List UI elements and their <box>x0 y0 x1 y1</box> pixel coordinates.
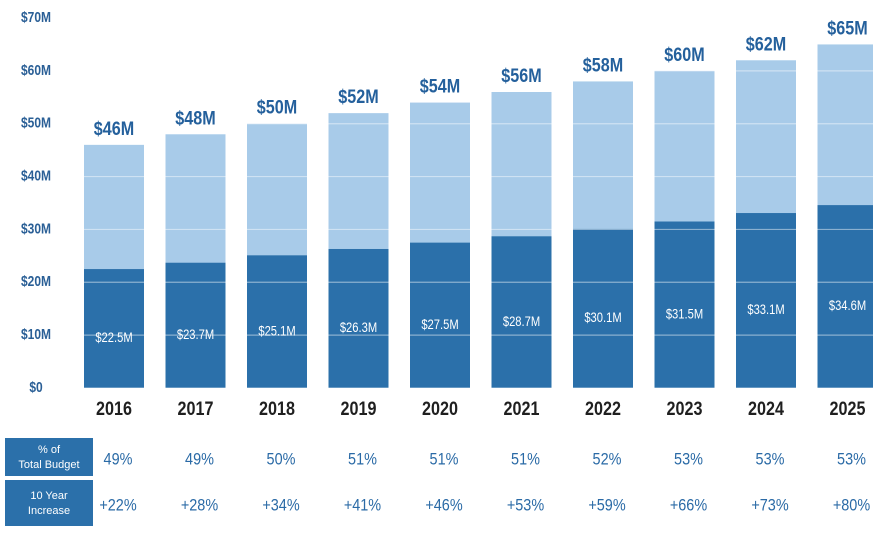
bar <box>84 269 144 388</box>
table-cell: +53% <box>507 496 544 514</box>
bar <box>491 236 552 388</box>
table-cell: 52% <box>593 450 622 468</box>
table-cell: +73% <box>751 496 788 514</box>
table-cell: 49% <box>185 450 214 468</box>
x-tick-label: 2024 <box>748 398 784 420</box>
value-label: $23.7M <box>177 327 214 342</box>
table-cell: +22% <box>99 496 136 514</box>
total-label: $48M <box>175 107 215 129</box>
table-cell: 53% <box>756 450 785 468</box>
y-tick-label: $60M <box>21 62 51 79</box>
value-label: $34.6M <box>829 298 866 313</box>
total-label: $52M <box>338 86 378 108</box>
table-cell: +46% <box>425 496 462 514</box>
total-label: $60M <box>664 44 704 66</box>
table-cell: 51% <box>348 450 377 468</box>
table-cell: +34% <box>262 496 299 514</box>
row-header-box <box>5 438 93 476</box>
row-header: % of Total Budget <box>18 444 79 471</box>
table-cell: 53% <box>674 450 703 468</box>
table-cell: +59% <box>588 496 625 514</box>
y-tick-label: $20M <box>21 273 51 290</box>
x-tick-label: 2021 <box>504 398 540 420</box>
x-tick-label: 2019 <box>341 398 377 420</box>
total-label: $54M <box>420 75 460 97</box>
bar <box>247 255 307 388</box>
x-tick-label: 2025 <box>830 398 866 420</box>
table-cell: 53% <box>837 450 866 468</box>
x-tick-label: 2018 <box>259 398 295 420</box>
value-label: $33.1M <box>747 302 784 317</box>
y-tick-label: $30M <box>21 220 51 237</box>
x-tick-label: 2022 <box>585 398 621 420</box>
total-label: $46M <box>94 118 134 140</box>
total-label: $62M <box>746 33 786 55</box>
table-cell: 50% <box>267 450 296 468</box>
value-label: $25.1M <box>258 323 295 338</box>
row-header: 10 Year Increase <box>28 490 70 517</box>
y-tick-label: $40M <box>21 167 51 184</box>
value-label: $26.3M <box>340 320 377 335</box>
x-tick-label: 2017 <box>178 398 214 420</box>
table-cell: +80% <box>833 496 870 514</box>
table-cell: 49% <box>104 450 133 468</box>
bars <box>84 44 873 389</box>
bar <box>654 221 715 388</box>
bar <box>328 248 389 388</box>
total-label: $65M <box>827 17 867 39</box>
value-label: $27.5M <box>421 317 458 332</box>
y-tick-label: $0 <box>29 379 42 396</box>
bar <box>736 213 796 388</box>
y-tick-label: $70M <box>21 9 51 26</box>
value-label: $30.1M <box>584 310 621 325</box>
table-cell: 51% <box>511 450 540 468</box>
bar <box>817 205 873 388</box>
bar <box>165 262 226 388</box>
value-label: $28.7M <box>503 314 540 329</box>
table-cell: +66% <box>670 496 707 514</box>
table-cell: 51% <box>430 450 459 468</box>
grid <box>80 17 873 389</box>
total-label: $58M <box>583 54 623 76</box>
bar <box>573 228 633 388</box>
table-cell: +41% <box>344 496 381 514</box>
y-tick-label: $10M <box>21 326 51 343</box>
x-tick-label: 2023 <box>667 398 703 420</box>
bar <box>410 242 470 388</box>
x-tick-label: 2016 <box>96 398 132 420</box>
labels: $0 $10M $20M $30M $40M $50M $60M $70M $46M $22.5M… <box>5 9 870 526</box>
row-header-box <box>5 480 93 526</box>
total-label: $56M <box>501 65 541 87</box>
y-tick-label: $50M <box>21 114 51 131</box>
x-tick-label: 2020 <box>422 398 458 420</box>
table-cell: +28% <box>181 496 218 514</box>
total-label: $50M <box>257 96 297 118</box>
value-label: $22.5M <box>95 330 132 345</box>
value-label: $31.5M <box>666 306 703 321</box>
